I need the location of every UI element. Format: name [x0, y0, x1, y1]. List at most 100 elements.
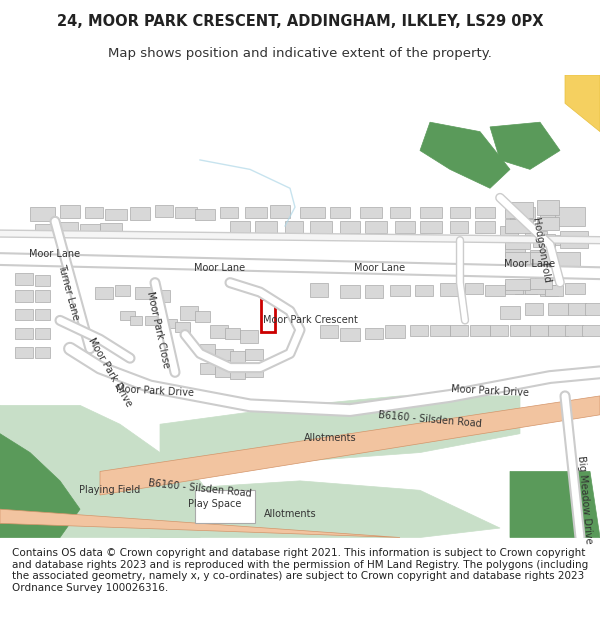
Bar [558, 269, 573, 278]
Text: B6160 - Silsden Road: B6160 - Silsden Road [378, 410, 482, 429]
Polygon shape [510, 471, 600, 538]
Bar [365, 221, 387, 232]
Text: Contains OS data © Crown copyright and database right 2021. This information is : Contains OS data © Crown copyright and d… [12, 548, 588, 592]
Bar [500, 226, 518, 238]
Polygon shape [490, 122, 560, 169]
Bar [35, 224, 55, 236]
Bar [530, 278, 552, 289]
Bar [535, 269, 555, 280]
Bar [340, 328, 360, 341]
Bar [505, 282, 523, 294]
Polygon shape [0, 434, 80, 538]
Bar [200, 344, 215, 356]
Text: Map shows position and indicative extent of the property.: Map shows position and indicative extent… [108, 48, 492, 61]
Bar [35, 347, 50, 358]
Polygon shape [150, 481, 500, 538]
Text: Allotments: Allotments [263, 509, 316, 519]
Bar [465, 282, 483, 294]
Text: Moor Lane: Moor Lane [355, 264, 406, 274]
Bar [95, 288, 113, 299]
Text: Moor Park Drive: Moor Park Drive [116, 384, 194, 398]
Bar [515, 282, 537, 294]
Bar [145, 316, 160, 325]
Bar [555, 254, 573, 266]
Bar [475, 207, 495, 219]
Bar [470, 325, 490, 336]
Bar [195, 311, 210, 322]
Bar [215, 349, 233, 360]
Bar [505, 253, 530, 264]
Bar [490, 325, 508, 336]
Bar [505, 279, 530, 290]
Bar [550, 253, 580, 271]
Bar [530, 249, 548, 261]
Bar [320, 325, 338, 338]
Bar [415, 284, 433, 296]
Bar [560, 231, 588, 248]
Bar [15, 273, 33, 284]
Bar [420, 207, 442, 219]
Bar [155, 290, 170, 301]
Bar [510, 207, 535, 221]
Text: Big Meadow Drive: Big Meadow Drive [576, 455, 594, 544]
Bar [35, 275, 50, 286]
Bar [195, 209, 215, 221]
Bar [60, 205, 80, 219]
Bar [545, 284, 563, 296]
Bar [540, 212, 560, 223]
Bar [565, 282, 585, 294]
Bar [365, 284, 383, 298]
Bar [165, 319, 177, 328]
Bar [175, 322, 190, 332]
Bar [100, 223, 122, 234]
Bar [365, 328, 383, 339]
Bar [120, 311, 135, 321]
Bar [60, 222, 78, 234]
Bar [505, 219, 533, 232]
Bar [537, 217, 559, 230]
Bar [35, 328, 50, 339]
Bar [360, 207, 382, 219]
Polygon shape [420, 122, 510, 188]
Bar [537, 199, 559, 215]
Bar [80, 224, 100, 236]
Text: Moor Lane: Moor Lane [505, 259, 556, 269]
Bar [245, 349, 263, 360]
Bar [475, 221, 495, 232]
Bar [540, 284, 558, 296]
Bar [525, 303, 543, 315]
Bar [530, 264, 552, 275]
Bar [525, 231, 547, 242]
Bar [548, 236, 563, 245]
Bar [175, 207, 197, 219]
Bar [485, 284, 505, 296]
Bar [450, 325, 468, 336]
Bar [230, 351, 245, 362]
Bar [430, 325, 450, 336]
Text: Moor Park Close: Moor Park Close [145, 291, 171, 369]
Bar [450, 221, 468, 232]
Bar [255, 221, 277, 232]
Bar [35, 290, 50, 301]
Bar [15, 328, 33, 339]
Bar [548, 325, 568, 336]
Bar [505, 245, 525, 256]
Bar [505, 266, 530, 277]
Bar [450, 207, 470, 219]
Bar [115, 284, 130, 296]
Text: Turner Lane: Turner Lane [56, 263, 80, 321]
Bar [15, 309, 33, 321]
Bar [225, 328, 240, 339]
Bar [530, 251, 552, 263]
Bar [245, 207, 267, 219]
Bar [510, 264, 532, 275]
Bar [440, 282, 460, 296]
Bar [200, 363, 215, 374]
Bar [310, 221, 332, 232]
Text: Allotments: Allotments [304, 433, 356, 443]
Bar [195, 490, 255, 523]
Bar [568, 303, 586, 315]
Bar [510, 325, 530, 336]
Bar [330, 207, 350, 219]
Bar [220, 207, 238, 219]
